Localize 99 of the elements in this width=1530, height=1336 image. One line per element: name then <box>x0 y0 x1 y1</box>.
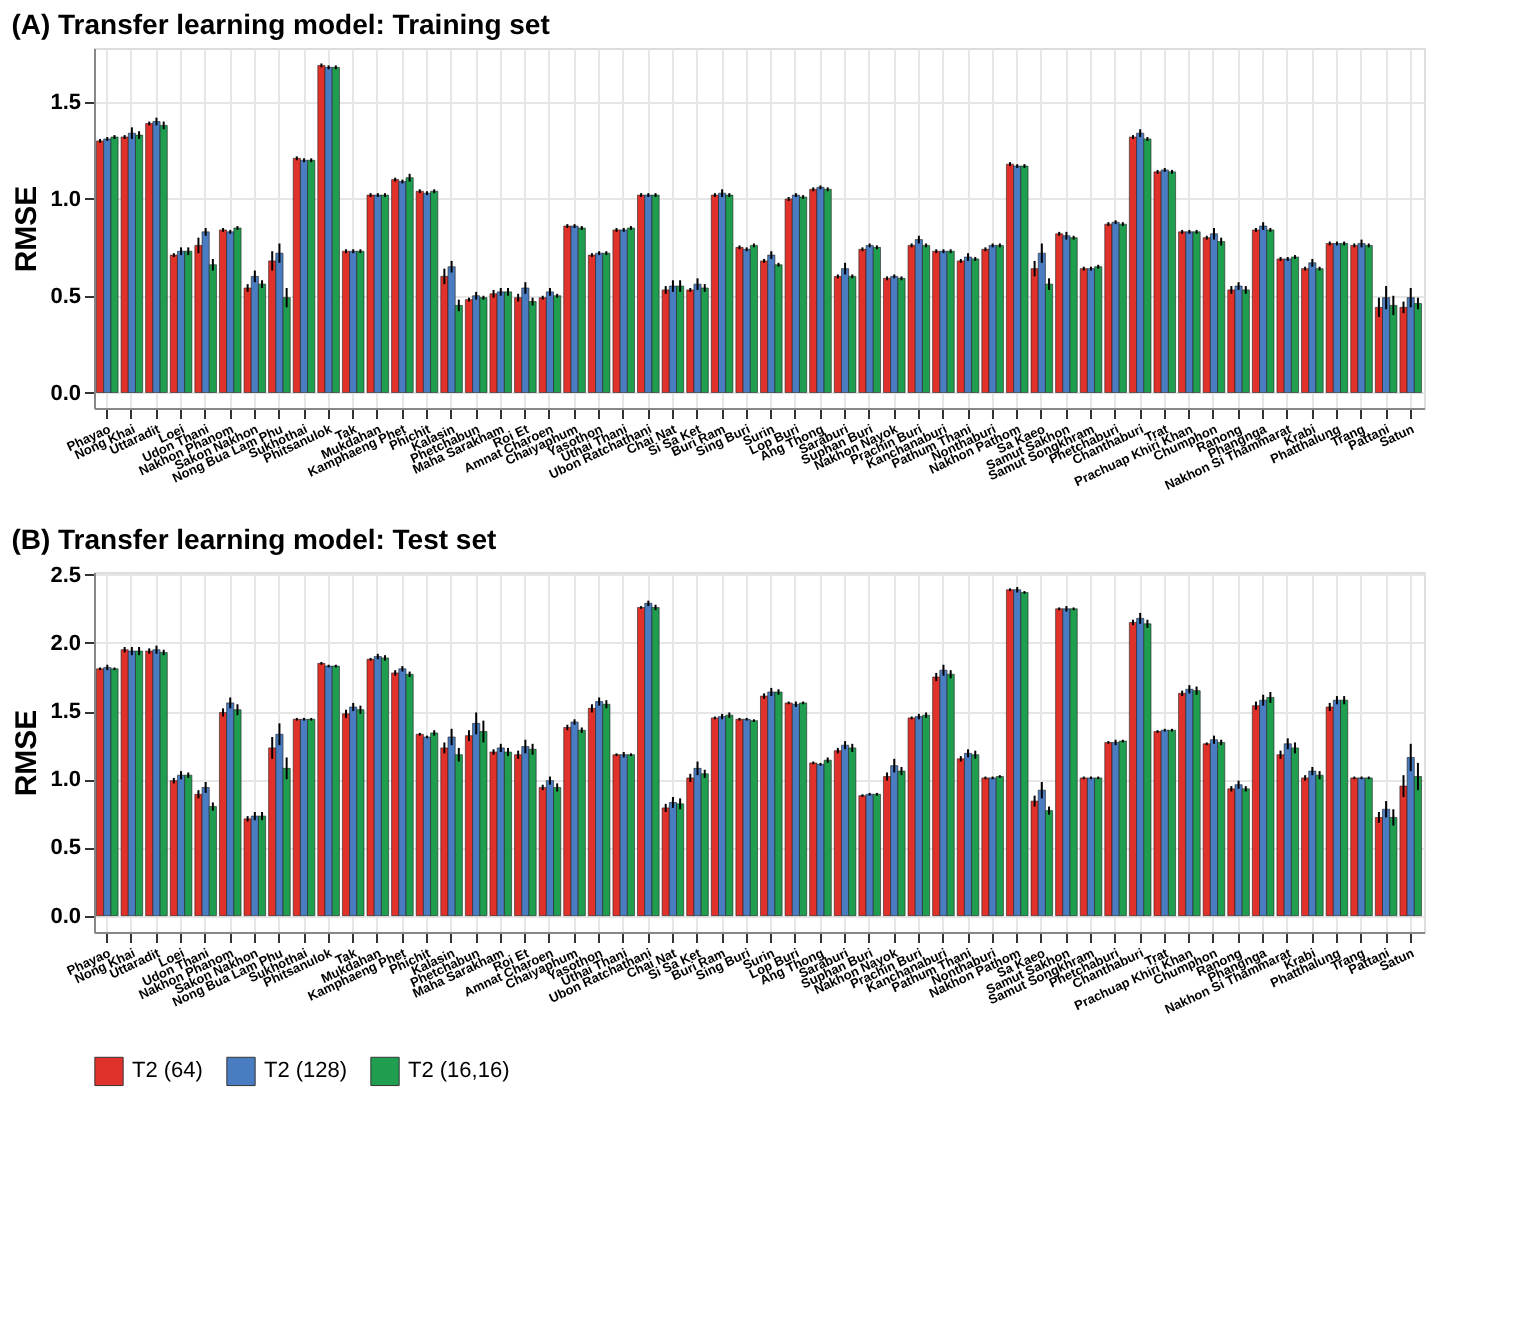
bar <box>848 747 857 916</box>
bar <box>865 793 874 916</box>
bar <box>971 754 980 916</box>
bar <box>1357 777 1366 916</box>
bar <box>602 703 611 916</box>
y-axis-title: RMSE <box>10 185 45 273</box>
chart-title: (A) Transfer learning model: Training set <box>11 8 551 40</box>
bar <box>430 190 439 393</box>
y-tick-label: 1.5 <box>50 91 81 116</box>
bar <box>644 194 653 393</box>
bar <box>767 254 776 393</box>
bar <box>816 187 825 393</box>
y-tick-label: 0.0 <box>50 904 81 929</box>
bar <box>725 714 734 916</box>
bar <box>619 229 628 393</box>
bar <box>96 668 104 916</box>
bar <box>324 665 333 916</box>
bar <box>1234 285 1243 393</box>
bar <box>1406 757 1415 916</box>
bar <box>1266 697 1275 916</box>
bar <box>799 196 808 393</box>
bar <box>1340 243 1349 393</box>
y-tick-label: 2.0 <box>50 631 81 656</box>
bar <box>1013 589 1022 916</box>
bar <box>1308 262 1317 393</box>
bar <box>430 732 439 916</box>
legend-label: T2 (16,16) <box>408 1059 510 1084</box>
bar <box>373 194 382 393</box>
bar <box>1217 742 1226 916</box>
chart-title: (B) Transfer learning model: Test set <box>11 522 498 555</box>
bar <box>988 245 997 393</box>
bar <box>398 181 407 393</box>
bar <box>742 718 751 916</box>
bar <box>988 777 997 916</box>
bar <box>226 702 235 916</box>
bar <box>521 287 530 393</box>
bar <box>1283 743 1292 916</box>
bar <box>152 649 161 916</box>
bar <box>890 276 899 393</box>
bar <box>1308 770 1317 916</box>
y-tick-label: 0.0 <box>50 381 81 406</box>
bar <box>546 291 554 393</box>
bar <box>447 266 456 393</box>
y-tick-label: 0.5 <box>50 284 81 309</box>
bar <box>1013 165 1022 393</box>
y-tick-label: 0.5 <box>50 836 81 861</box>
y-tick-label: 2.5 <box>50 563 81 588</box>
bar <box>496 747 505 916</box>
bar <box>184 774 193 916</box>
bar <box>865 245 874 393</box>
bar <box>1283 258 1292 393</box>
bar <box>103 138 112 393</box>
bar <box>1217 241 1226 393</box>
bar <box>570 225 579 393</box>
bar <box>1266 229 1275 393</box>
bar <box>1185 231 1194 393</box>
bar <box>184 250 193 393</box>
bar <box>1160 169 1169 393</box>
bar <box>1234 784 1243 916</box>
bar <box>201 231 210 393</box>
bar <box>1111 221 1120 393</box>
bar <box>1389 305 1398 393</box>
bar <box>570 721 579 916</box>
bar <box>152 121 161 393</box>
bar <box>1037 252 1046 393</box>
bar <box>1340 699 1349 916</box>
bar <box>676 285 685 393</box>
bar <box>1406 297 1415 393</box>
bar <box>1062 235 1071 393</box>
bar <box>1087 777 1095 916</box>
bar <box>1210 233 1218 393</box>
y-tick-label: 1.0 <box>50 187 81 212</box>
bar <box>201 787 210 916</box>
bar <box>275 733 284 916</box>
bar <box>546 780 554 916</box>
bar <box>644 603 653 916</box>
bar <box>1414 303 1422 393</box>
bar <box>398 668 407 916</box>
bar <box>423 736 431 916</box>
y-tick-label: 1.0 <box>50 768 81 793</box>
bar <box>914 239 923 393</box>
bar <box>1037 789 1046 916</box>
bar <box>1111 742 1120 916</box>
bar <box>275 252 284 393</box>
legend-label: T2 (64) <box>132 1059 203 1084</box>
legend-label: T2 (128) <box>264 1059 348 1084</box>
bar <box>742 248 751 393</box>
bar <box>841 268 849 393</box>
bar <box>791 194 800 393</box>
bar <box>1259 225 1268 393</box>
bar <box>96 140 104 393</box>
y-tick-label: 1.5 <box>50 700 81 725</box>
y-axis-title: RMSE <box>10 709 45 797</box>
bar <box>890 765 899 916</box>
bar <box>619 754 628 916</box>
bar <box>226 231 235 393</box>
bar <box>324 67 333 393</box>
bar <box>693 283 702 393</box>
bar <box>447 736 456 916</box>
